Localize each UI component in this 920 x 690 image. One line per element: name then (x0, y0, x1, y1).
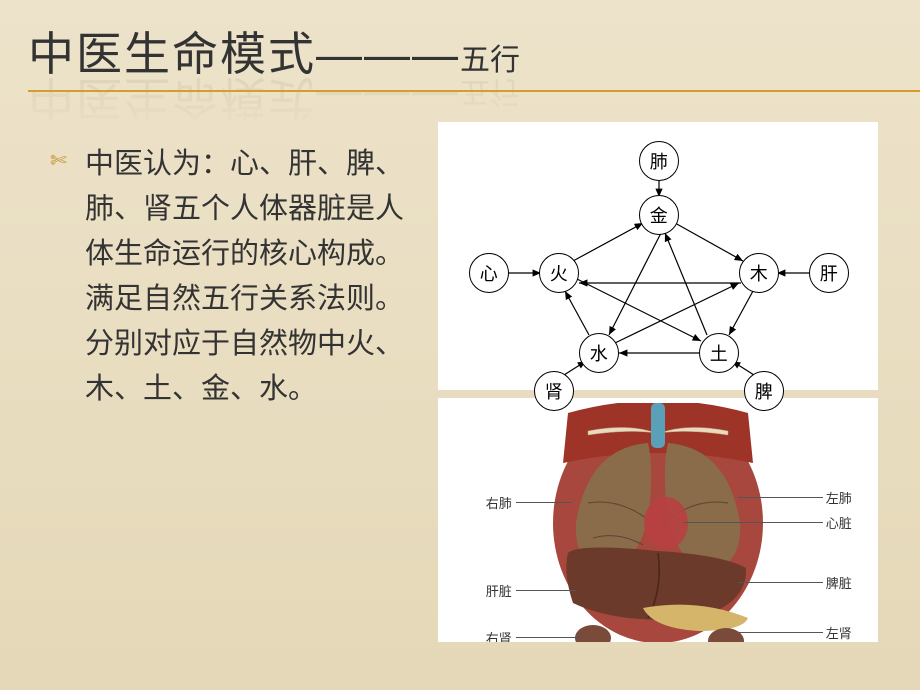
label-heart: 心脏 (826, 513, 852, 532)
figure-column: 肺 肝 脾 肾 心 金 木 土 水 火 (426, 122, 890, 642)
anatomy-diagram: 右肺 左肺 心脏 肝脏 脾脏 右肾 左肾 (438, 398, 878, 642)
label-spleen: 脾脏 (826, 573, 852, 592)
organ-kidney-node: 肾 (534, 371, 574, 411)
label-liver: 肝脏 (486, 581, 512, 600)
organ-liver-node: 肝 (809, 253, 849, 293)
organ-spleen-node: 脾 (744, 371, 784, 411)
element-water-node: 水 (579, 333, 619, 373)
label-left-kidney: 左肾 (826, 623, 852, 642)
slide-title: 中医生命模式———五行 中医生命模式———五行 (0, 0, 920, 92)
content-area: ✄ 中医认为：心、肝、脾、肺、肾五个人体器脏是人体生命运行的核心构成。满足自然五… (0, 92, 920, 662)
element-fire-node: 火 (539, 253, 579, 293)
title-main: 中医生命模式——— (28, 28, 460, 80)
text-column: ✄ 中医认为：心、肝、脾、肺、肾五个人体器脏是人体生命运行的核心构成。满足自然五… (30, 122, 426, 642)
title-sub: 五行 (460, 44, 520, 77)
label-right-lung: 右肺 (486, 493, 512, 512)
element-earth-node: 土 (699, 333, 739, 373)
organ-lung-node: 肺 (639, 141, 679, 181)
five-elements-diagram: 肺 肝 脾 肾 心 金 木 土 水 火 (438, 122, 878, 390)
title-underline (28, 90, 920, 92)
label-left-lung: 左肺 (826, 488, 852, 507)
organ-heart-node: 心 (469, 253, 509, 293)
bullet-icon: ✄ (50, 148, 67, 173)
label-right-kidney: 右肾 (486, 628, 512, 642)
element-metal-node: 金 (639, 195, 679, 235)
body-text: 中医认为：心、肝、脾、肺、肾五个人体器脏是人体生命运行的核心构成。满足自然五行关… (85, 142, 406, 412)
element-wood-node: 木 (739, 253, 779, 293)
